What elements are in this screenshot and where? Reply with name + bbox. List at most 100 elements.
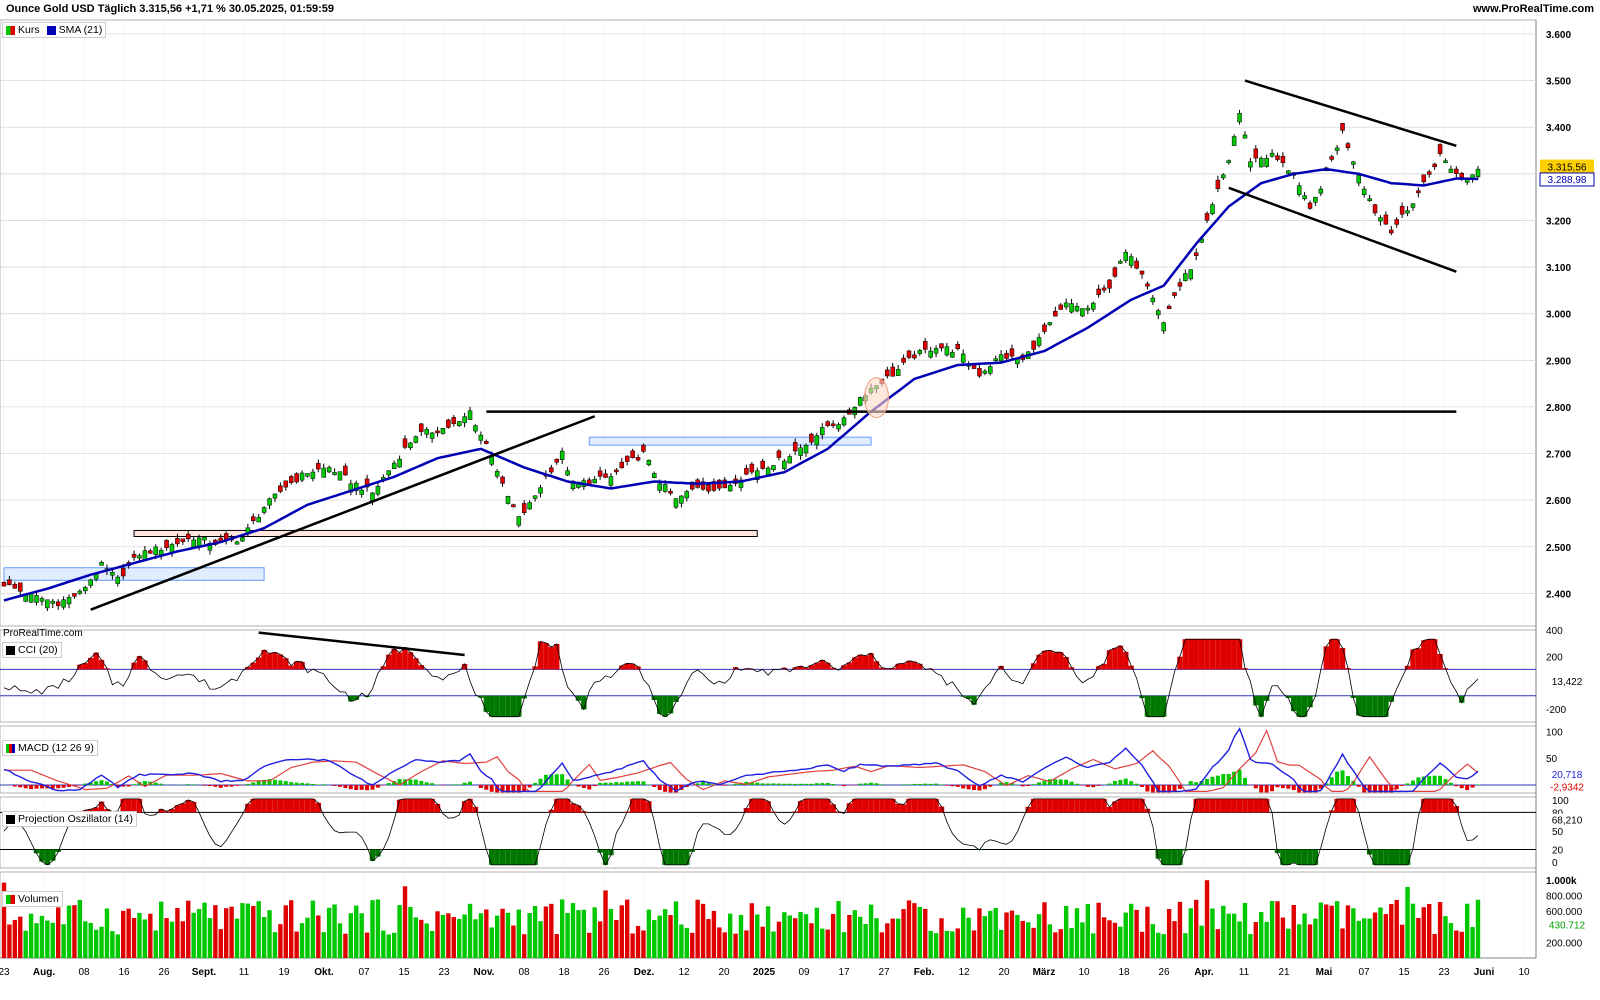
candle-down xyxy=(72,593,77,597)
volume-bar-down xyxy=(1053,932,1058,958)
volume-bar-up xyxy=(1475,899,1481,958)
candle-up xyxy=(738,479,744,488)
candle-down xyxy=(175,538,180,545)
macd-legend: MACD (12 26 9) xyxy=(2,740,98,756)
volume-bar-up xyxy=(933,933,939,958)
candle-down xyxy=(251,516,256,521)
volume-bar-up xyxy=(592,907,597,958)
candle-up xyxy=(982,370,988,374)
site-url[interactable]: www.ProRealTime.com xyxy=(1472,3,1594,15)
candle-down xyxy=(1166,305,1172,309)
volume-bar-up xyxy=(1080,922,1085,958)
volume-bar-up xyxy=(868,904,874,958)
volume-bar-down xyxy=(1215,929,1221,958)
candle-down xyxy=(1454,168,1459,174)
volume-bar-down xyxy=(1107,920,1112,958)
volume-bar-up xyxy=(381,930,386,958)
volume-bar-down xyxy=(446,913,451,958)
volume-bar-down xyxy=(700,903,706,958)
legend-kurs: Kurs xyxy=(18,24,40,36)
candle-up xyxy=(45,599,50,609)
volume-bar-up xyxy=(895,918,901,958)
candle-up xyxy=(240,537,245,542)
candle-up xyxy=(1242,134,1248,139)
volume-bar-up xyxy=(1296,924,1302,958)
volume-legend: Volumen xyxy=(2,891,63,907)
volume-bar-up xyxy=(245,903,251,958)
candle-down xyxy=(1053,310,1058,317)
volume-bar-up xyxy=(917,906,923,958)
panel-cci xyxy=(0,629,1537,723)
volume-bar-up xyxy=(527,913,532,958)
candle-down xyxy=(1101,287,1107,291)
volume-bar-up xyxy=(1302,913,1307,958)
volume-bar-down xyxy=(744,930,749,958)
candle-down xyxy=(668,490,673,494)
candle-up xyxy=(202,536,207,541)
candle-down xyxy=(549,467,554,473)
x-tick-label: Okt. xyxy=(314,967,334,978)
volume-bar-down xyxy=(500,908,505,958)
volume-bar-up xyxy=(191,912,196,958)
candle-up xyxy=(332,472,337,475)
x-tick-label: 19 xyxy=(278,967,290,978)
candle-down xyxy=(7,579,12,586)
candle-down xyxy=(1389,229,1394,234)
candle-down xyxy=(1058,304,1063,310)
volume-bar-down xyxy=(879,932,885,958)
candle-down xyxy=(624,455,630,462)
candle-up xyxy=(836,424,841,430)
candle-up xyxy=(592,478,597,484)
volume-bar-up xyxy=(45,920,50,958)
volume-bar-up xyxy=(960,907,966,958)
candle-down xyxy=(521,503,527,513)
candle-down xyxy=(1112,267,1118,277)
volume-bar-down xyxy=(1204,880,1210,958)
volume-bar-up xyxy=(1318,902,1324,958)
volume-bar-up xyxy=(207,918,213,958)
candle-up xyxy=(408,442,413,449)
volume-bar-down xyxy=(603,890,608,958)
cci-legend: CCI (20) xyxy=(2,642,62,658)
candle-up xyxy=(559,450,565,460)
breakout-marker xyxy=(863,377,889,419)
price-tick-label: 2.600 xyxy=(1546,496,1571,507)
volume-bar-down xyxy=(722,932,727,958)
candle-up xyxy=(413,436,419,443)
candle-up xyxy=(1351,161,1356,165)
x-tick-label: 26 xyxy=(1158,967,1170,978)
candle-down xyxy=(706,484,711,492)
candle-down xyxy=(1204,213,1210,221)
x-tick-label: 11 xyxy=(1239,967,1250,978)
candle-down xyxy=(744,467,749,475)
candle-up xyxy=(99,561,104,566)
x-tick-label: 15 xyxy=(1398,967,1410,978)
volume-bar-up xyxy=(1091,933,1096,958)
candle-up xyxy=(684,491,690,499)
candle-up xyxy=(532,495,538,499)
volume-bar-down xyxy=(1,882,7,958)
volume-swatch-icon xyxy=(6,894,15,904)
candle-up xyxy=(1258,157,1264,168)
x-tick-label: 10 xyxy=(1518,967,1530,978)
volume-bar-up xyxy=(1248,934,1253,958)
volume-tick-label: 200.000 xyxy=(1546,938,1583,949)
volume-bar-up xyxy=(1221,905,1226,958)
candle-down xyxy=(1421,174,1427,183)
volume-bar-up xyxy=(34,923,39,958)
candle-up xyxy=(153,546,158,555)
trendline-3 xyxy=(1228,186,1457,273)
candle-down xyxy=(164,540,169,549)
candle-down xyxy=(1426,171,1432,175)
candle-up xyxy=(39,598,45,602)
candle-down xyxy=(186,533,191,540)
volume-bar-down xyxy=(543,906,549,958)
volume-bar-down xyxy=(1194,899,1199,958)
volume-bar-up xyxy=(814,907,820,958)
volume-bar-up xyxy=(684,927,690,958)
candle-down xyxy=(1280,155,1286,164)
candle-down xyxy=(402,438,408,448)
volume-bar-up xyxy=(1118,926,1123,958)
volume-bar-up xyxy=(370,900,375,958)
candle-up xyxy=(1080,308,1085,317)
